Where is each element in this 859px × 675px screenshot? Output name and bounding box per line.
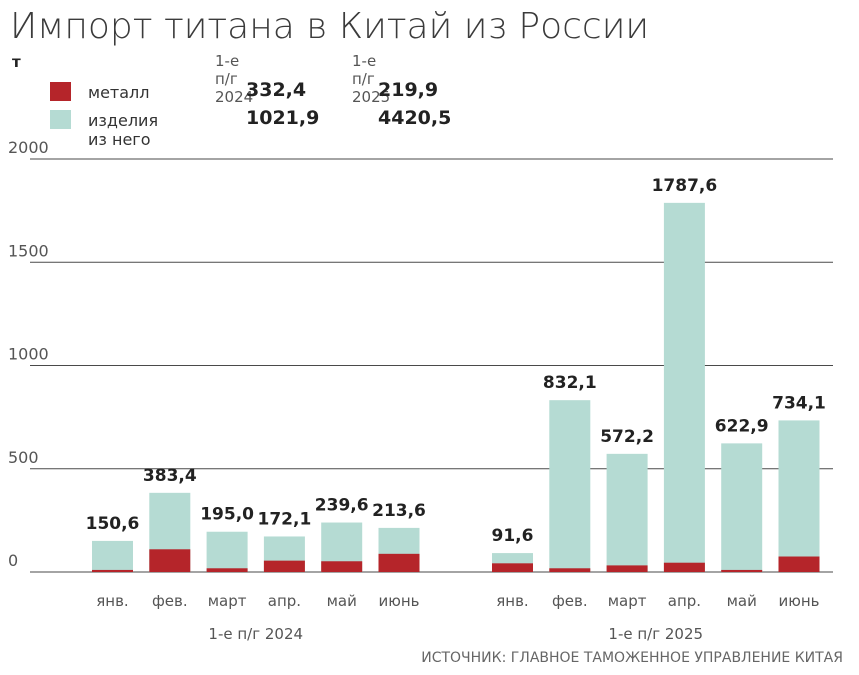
data-label: 150,6: [86, 514, 140, 534]
bar-metal: [206, 568, 248, 572]
legend-value-products-2025: 4420,5: [378, 107, 452, 129]
data-label: 832,1: [543, 373, 597, 393]
x-tick-label: апр.: [668, 592, 701, 610]
x-tick-label: март: [208, 592, 247, 610]
x-tick-label: фев.: [552, 592, 588, 610]
unit-label: т: [12, 53, 21, 71]
legend-value-metal-2024: 332,4: [246, 79, 307, 101]
data-label: 1787,6: [652, 176, 718, 196]
bar-metal: [378, 553, 420, 572]
x-tick-label: фев.: [152, 592, 188, 610]
data-label: 572,2: [600, 427, 654, 447]
group-label: 1-е п/г 2024: [208, 625, 303, 643]
x-tick-label: март: [608, 592, 647, 610]
group-label: 1-е п/г 2025: [608, 625, 703, 643]
x-tick-label: апр.: [268, 592, 301, 610]
data-label: 213,6: [372, 501, 426, 521]
bar-metal: [778, 556, 820, 572]
x-tick-label: янв.: [96, 592, 128, 610]
bar-metal: [606, 565, 648, 572]
legend-label-metal: металл: [88, 83, 150, 102]
legend-swatch-products: [50, 110, 71, 129]
data-label: 172,1: [258, 509, 312, 529]
data-label: 91,6: [492, 526, 534, 546]
y-tick-label: 2000: [8, 138, 49, 157]
bar-products: [778, 420, 820, 572]
bar-metal: [492, 563, 533, 572]
bar-products: [663, 202, 705, 572]
bar-products: [721, 443, 763, 572]
data-label: 734,1: [772, 393, 826, 413]
bar-metal: [721, 569, 763, 572]
y-tick-label: 500: [8, 448, 39, 467]
bar-products: [606, 453, 648, 572]
legend-period-2024: 1-е п/г 2024: [215, 52, 254, 106]
bar-metal: [549, 568, 591, 572]
legend-swatch-metal: [50, 82, 71, 101]
legend-value-metal-2025: 219,9: [378, 79, 439, 101]
data-label: 383,4: [143, 466, 197, 486]
y-tick-label: 1500: [8, 241, 49, 260]
chart-title: Импорт титана в Китай из России: [10, 6, 650, 47]
bar-metal: [92, 569, 133, 572]
bar-metal: [321, 561, 363, 572]
bar-metal: [263, 560, 305, 572]
data-label: 195,0: [200, 505, 254, 525]
bar-metal: [663, 562, 705, 572]
bar-products: [92, 540, 133, 572]
source-note: ИСТОЧНИК: ГЛАВНОЕ ТАМОЖЕННОЕ УПРАВЛЕНИЕ …: [421, 650, 843, 666]
bar-metal: [149, 549, 191, 572]
data-label: 239,6: [315, 496, 369, 516]
y-tick-label: 0: [8, 551, 18, 570]
x-tick-label: янв.: [496, 592, 528, 610]
data-label: 622,9: [715, 416, 769, 436]
legend-period-2025: 1-е п/г 2025: [352, 52, 391, 106]
legend-label-products: изделия из него: [88, 111, 159, 149]
x-tick-label: июнь: [778, 592, 819, 610]
x-tick-label: май: [327, 592, 357, 610]
x-tick-label: май: [727, 592, 757, 610]
legend-value-products-2024: 1021,9: [246, 107, 320, 129]
bar-products: [549, 400, 591, 572]
y-tick-label: 1000: [8, 345, 49, 364]
x-tick-label: июнь: [378, 592, 419, 610]
bar-products: [206, 531, 248, 572]
